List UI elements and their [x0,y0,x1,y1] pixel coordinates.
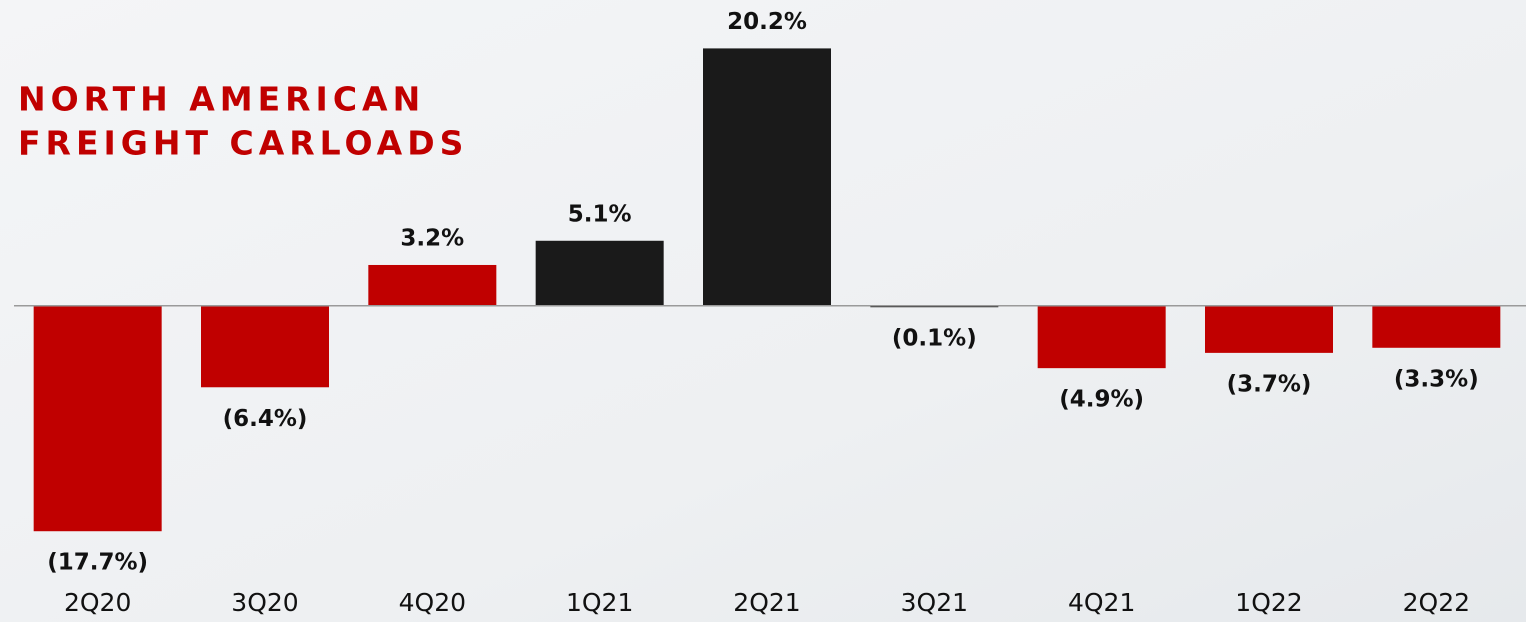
chart-title: FREIGHT CARLOADS [18,124,468,163]
bar [201,305,329,388]
x-tick-label: 3Q20 [231,588,298,617]
x-tick-label: 2Q21 [733,588,800,617]
bar [1372,305,1501,348]
x-tick-label: 2Q22 [1403,588,1470,617]
x-tick-label: 4Q20 [399,588,466,617]
bar [535,240,664,306]
chart-title: NORTH AMERICAN [18,80,425,119]
value-label: (0.1%) [892,326,977,352]
value-label: 5.1% [568,201,632,227]
value-label: (4.9%) [1059,387,1144,413]
value-label: (3.7%) [1227,371,1312,397]
x-tick-label: 4Q21 [1068,588,1135,617]
bar [368,264,497,306]
bar [1037,305,1166,369]
x-tick-label: 2Q20 [64,588,131,617]
value-label: (17.7%) [47,550,148,576]
bar [33,305,162,532]
value-label: 3.2% [400,225,464,251]
x-tick-label: 3Q21 [901,588,968,617]
value-label: (3.3%) [1394,366,1479,392]
bar [1205,305,1333,353]
value-label: 20.2% [727,9,807,35]
value-label: (6.4%) [223,406,308,432]
x-tick-label: 1Q21 [566,588,633,617]
bar [703,48,831,306]
x-tick-label: 1Q22 [1235,588,1302,617]
